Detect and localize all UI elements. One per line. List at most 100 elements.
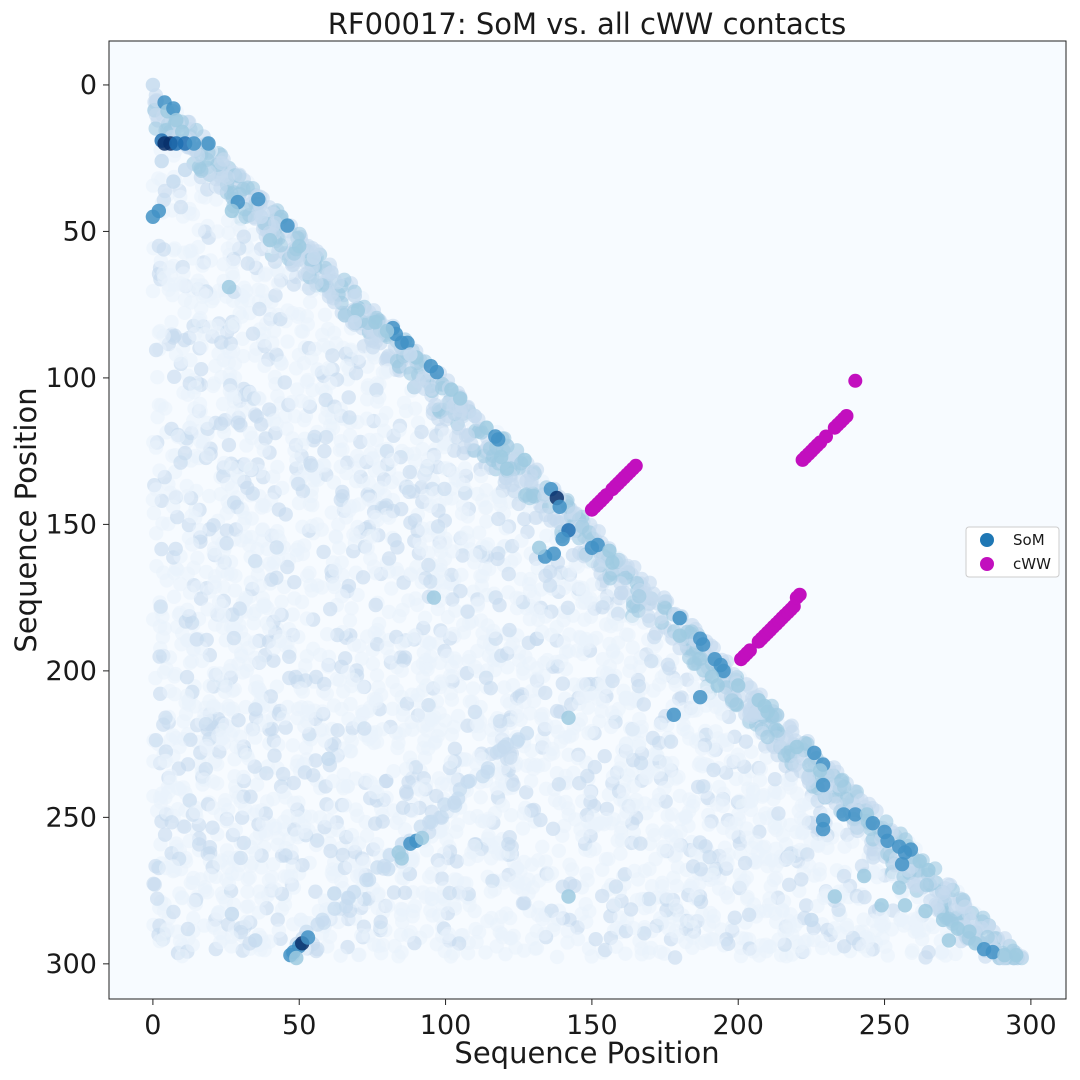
som-density-point: [200, 448, 215, 463]
som-density-point: [282, 649, 297, 664]
som-density-point: [598, 942, 613, 958]
som-density-point: [324, 505, 339, 520]
som-density-point: [174, 949, 190, 964]
som-density-point: [180, 489, 195, 504]
som-density-point: [369, 382, 384, 398]
som-density-point: [570, 750, 586, 766]
som-density-point: [783, 771, 799, 787]
som-density-point: [326, 475, 342, 490]
som-density-point: [733, 877, 748, 892]
som-density-point: [373, 914, 388, 930]
som-density-point: [434, 776, 449, 791]
som-density-point: [399, 786, 414, 801]
som-point: [175, 124, 190, 139]
som-density-point: [236, 229, 251, 244]
som-density-point: [753, 761, 768, 777]
som-density-point: [566, 506, 582, 521]
som-density-point: [346, 884, 362, 900]
som-density-point: [149, 559, 164, 574]
som-density-point: [560, 924, 575, 939]
som-density-point: [521, 635, 536, 650]
som-density-point: [199, 564, 214, 580]
som-density-point: [648, 747, 664, 762]
som-density-point: [832, 925, 847, 941]
som-density-point: [185, 937, 200, 952]
som-point: [145, 209, 161, 224]
som-point: [426, 590, 442, 605]
som-point: [561, 889, 576, 904]
som-density-point: [249, 674, 264, 689]
som-density-point: [558, 794, 573, 810]
som-density-point: [270, 837, 285, 853]
som-density-point: [421, 698, 436, 713]
som-density-point: [286, 880, 302, 895]
som-density-point: [759, 750, 774, 765]
som-density-point: [343, 743, 358, 759]
som-density-point: [506, 777, 521, 792]
som-point: [224, 906, 240, 922]
som-density-point: [179, 478, 194, 494]
som-density-point: [940, 877, 956, 892]
som-density-point: [199, 415, 215, 430]
som-density-point: [182, 244, 197, 259]
som-density-point: [646, 683, 661, 698]
som-density-point: [633, 836, 648, 851]
som-density-point: [737, 855, 753, 871]
som-density-point: [196, 434, 211, 450]
som-point: [429, 364, 444, 380]
som-point: [444, 382, 459, 397]
som-density-point: [290, 710, 305, 726]
som-density-point: [831, 902, 846, 917]
som-density-point: [641, 891, 657, 907]
som-point: [935, 912, 951, 928]
som-density-point: [763, 879, 778, 894]
som-density-point: [146, 754, 161, 769]
x-tick-label: 200: [712, 1010, 764, 1041]
som-density-point: [417, 610, 433, 625]
som-point: [1009, 947, 1024, 963]
x-tick-label: 0: [144, 1010, 161, 1041]
som-density-point: [202, 488, 217, 504]
som-density-point: [451, 708, 466, 724]
som-point: [391, 845, 406, 860]
som-density-point: [304, 518, 320, 534]
som-density-point: [538, 781, 554, 796]
som-density-point: [226, 343, 241, 359]
som-point: [856, 868, 872, 884]
som-density-point: [549, 949, 565, 965]
som-density-point: [746, 784, 761, 799]
som-density-point: [522, 490, 537, 506]
som-density-point: [235, 665, 251, 680]
som-density-point: [352, 947, 367, 962]
som-density-point: [550, 912, 566, 927]
som-density-point: [159, 661, 174, 676]
som-density-point: [401, 928, 416, 943]
som-density-point: [276, 710, 291, 726]
som-density-point: [188, 804, 203, 820]
som-density-point: [490, 551, 505, 567]
som-density-point: [270, 276, 286, 291]
som-density-point: [366, 529, 381, 544]
som-density-point: [352, 638, 367, 654]
som-density-point: [483, 884, 499, 899]
som-density-point: [385, 674, 400, 689]
som-density-point: [309, 275, 324, 290]
som-density-point: [492, 714, 508, 729]
som-density-point: [603, 571, 618, 586]
som-density-point: [194, 653, 210, 669]
som-density-point: [421, 557, 436, 573]
som-density-point: [603, 619, 618, 634]
som-density-point: [682, 878, 698, 894]
som-density-point: [146, 876, 161, 891]
som-density-point: [318, 410, 333, 425]
som-density-point: [317, 443, 332, 459]
som-density-point: [467, 659, 483, 675]
som-density-point: [227, 389, 242, 405]
som-density-point: [537, 926, 552, 941]
som-density-point: [769, 914, 784, 930]
som-density-point: [288, 361, 304, 376]
som-density-point: [265, 857, 281, 872]
som-density-point: [595, 888, 610, 904]
som-density-point: [646, 586, 661, 601]
